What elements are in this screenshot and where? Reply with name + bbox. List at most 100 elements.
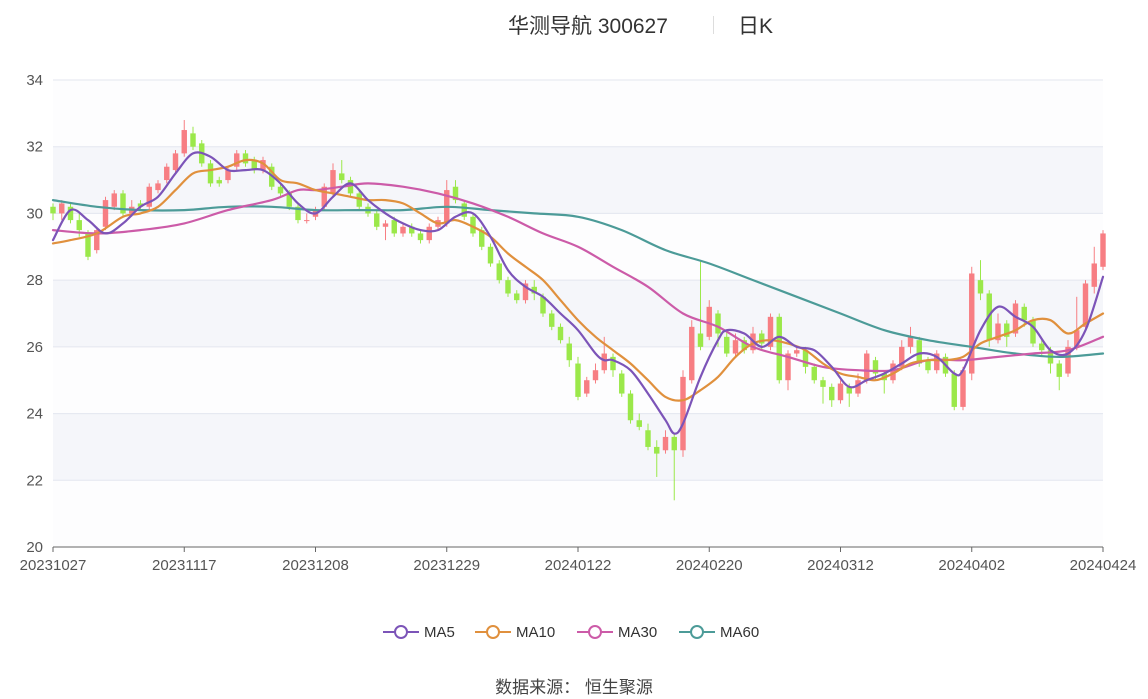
candle-body (820, 380, 826, 387)
candle-body (680, 376, 686, 451)
candle-body (837, 383, 844, 401)
ma-line-ma60 (51, 199, 1105, 358)
candle-body (304, 220, 310, 222)
y-tick-label: 28 (26, 272, 43, 289)
candle-body (724, 336, 730, 354)
candle-body (391, 220, 397, 234)
candle-body (697, 333, 704, 347)
candle-body (111, 193, 117, 207)
candle-body (531, 286, 537, 294)
candle-body (172, 153, 179, 171)
legend-label: MA60 (720, 623, 760, 641)
y-tick-label: 26 (26, 339, 43, 356)
x-tick-label: 20231208 (282, 557, 349, 574)
candle-body (234, 153, 240, 167)
candle-body (59, 203, 65, 214)
candle-body (811, 366, 817, 381)
candle-body (934, 353, 940, 371)
legend-marker-icon (475, 625, 511, 639)
y-tick-label: 22 (26, 472, 43, 489)
chart-title: 华测导航 300627 日K (0, 8, 1148, 38)
candle-body (925, 360, 931, 371)
candle-body (829, 386, 835, 401)
candle-body (557, 326, 564, 341)
legend-item-ma60[interactable]: MA60 (679, 620, 759, 644)
candle-body (645, 430, 651, 447)
candle-body (321, 186, 327, 207)
candle-body (654, 446, 660, 454)
stock-name: 华测导航 300627 (508, 15, 668, 38)
candle-body (619, 373, 625, 394)
candle-body (794, 350, 800, 354)
candle-body (951, 373, 957, 407)
legend-item-ma30[interactable]: MA30 (577, 620, 657, 644)
grid-band (53, 80, 1103, 147)
candle-body (339, 173, 345, 181)
candle-body (741, 340, 747, 351)
candle-body (216, 180, 222, 184)
candle-body (505, 280, 511, 294)
legend-label: MA30 (618, 623, 658, 641)
candle-body (610, 356, 616, 371)
grid-band (53, 280, 1103, 347)
legend-label: MA10 (516, 623, 556, 641)
x-tick-label: 20240122 (545, 557, 612, 574)
ma-line-ma5 (51, 151, 1105, 435)
candle-body (1100, 233, 1106, 267)
candle-body (207, 163, 214, 184)
legend-circle (394, 625, 408, 639)
candle-body (190, 133, 196, 147)
candle-body (776, 316, 782, 381)
candle-body (855, 380, 861, 394)
candle-body (409, 226, 415, 234)
candle-body (872, 360, 879, 374)
candle-body (181, 130, 187, 154)
candle-body (1021, 306, 1027, 321)
candle-body (540, 296, 546, 314)
candle-body (767, 316, 774, 347)
candle-body (487, 246, 494, 264)
y-tick-label: 30 (26, 205, 43, 222)
candle-body (1039, 343, 1045, 351)
candle-body (85, 233, 91, 257)
candle-body (225, 170, 231, 181)
candle-body (995, 323, 1001, 341)
candle-body (785, 353, 791, 381)
legend: MA5 MA10 MA30 MA60 (0, 620, 1148, 644)
candle-body (1065, 346, 1071, 374)
candle-body (67, 206, 74, 221)
candle-body (94, 230, 100, 251)
candle-body (260, 160, 266, 171)
candle-body (479, 230, 485, 247)
candle-body (627, 393, 634, 421)
candle-body (242, 153, 249, 164)
candle-body (382, 223, 389, 227)
y-tick-label: 32 (26, 139, 43, 156)
candlestick-chart: 20 22 24 26 28 30 32 34 20231027 20231117 20231208… (20, 72, 1137, 574)
candle-body (575, 363, 581, 397)
candle-body (907, 336, 914, 347)
legend-circle (486, 625, 500, 639)
candle-body (452, 186, 459, 201)
candle-body (330, 170, 336, 194)
candle-body (969, 273, 975, 374)
legend-item-ma10[interactable]: MA10 (475, 620, 555, 644)
data-source: 数据来源： 恒生聚源 (495, 678, 653, 697)
candle-body (1074, 330, 1080, 347)
candle-body (522, 283, 529, 301)
candle-body (417, 233, 424, 241)
candle-body (1082, 283, 1089, 327)
candle-body (977, 280, 984, 294)
candle-body (277, 186, 284, 194)
candle-body (1056, 363, 1062, 377)
x-tick-label: 20240424 (1070, 557, 1137, 574)
candle-body (846, 386, 852, 394)
candle-body (426, 226, 432, 241)
y-tick-label: 34 (26, 72, 43, 89)
title-divider (713, 16, 714, 34)
legend-circle (588, 625, 602, 639)
period-label: 日K (738, 15, 774, 38)
candle-body (566, 343, 572, 361)
legend-item-ma5[interactable]: MA5 (383, 620, 455, 644)
candle-body (286, 193, 292, 207)
